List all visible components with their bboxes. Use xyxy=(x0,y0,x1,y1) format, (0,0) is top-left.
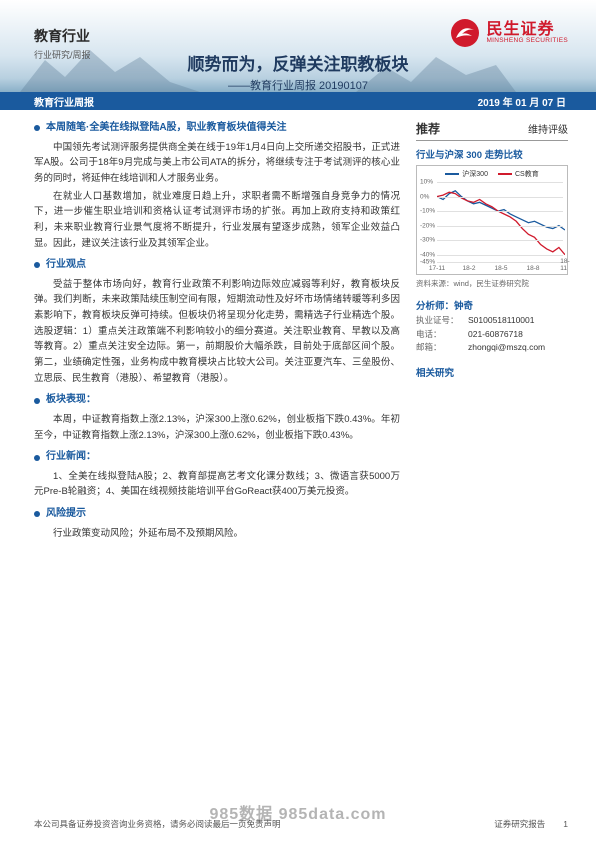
gridline xyxy=(437,240,563,241)
legend-label: 沪深300 xyxy=(462,169,488,179)
bar-right: 2019 年 01 月 07 日 xyxy=(478,94,566,109)
footer-report-type: 证券研究报告 xyxy=(494,818,545,830)
x-tick-label: 18-8 xyxy=(526,265,539,272)
section-header: 本周随笔·全美在线拟登陆A股，职业教育板块值得关注 xyxy=(34,120,400,137)
chart-source: 资料来源：wind，民生证券研究院 xyxy=(416,278,568,289)
footer-disclaimer: 本公司具备证券投资咨询业务资格，请务必阅读最后一页免责声明 xyxy=(34,818,281,830)
chart-legend: 沪深300 CS教育 xyxy=(417,166,567,179)
reco-value: 维持评级 xyxy=(528,121,568,136)
section-title: 行业观点 xyxy=(46,257,86,274)
title-block: 顺势而为，反弹关注职教板块 ——教育行业周报 20190107 xyxy=(0,50,596,92)
section-header: 风险提示 xyxy=(34,506,400,523)
section-bar: 教育行业周报 2019 年 01 月 07 日 xyxy=(0,92,596,110)
chart-svg xyxy=(437,182,565,262)
analyst-field-label: 邮箱： xyxy=(416,341,468,355)
industry-label: 教育行业 xyxy=(34,26,91,46)
banner: 教育行业 行业研究/周报 民生证券 MINSHENG SECURITIES 顺势… xyxy=(0,0,596,92)
reco-label: 推荐 xyxy=(416,120,440,137)
chart-line xyxy=(437,192,565,255)
analyst-field-label: 执业证号： xyxy=(416,314,468,328)
x-tick-label: 17-11 xyxy=(429,265,445,272)
gridline xyxy=(437,211,563,212)
logo-text-en: MINSHENG SECURITIES xyxy=(486,38,568,45)
gridline xyxy=(437,255,563,256)
section-title: 本周随笔·全美在线拟登陆A股，职业教育板块值得关注 xyxy=(46,120,287,137)
bullet-icon xyxy=(34,455,40,461)
content-area: 本周随笔·全美在线拟登陆A股，职业教育板块值得关注中国领先考试测评服务提供商全美… xyxy=(0,110,596,543)
y-tick-label: 10% xyxy=(420,179,433,186)
analyst-row: 执业证号：S0100518110001 xyxy=(416,314,568,328)
y-tick-label: -30% xyxy=(420,237,435,244)
page-footer: 本公司具备证券投资咨询业务资格，请务必阅读最后一页免责声明 证券研究报告 1 xyxy=(34,818,568,830)
y-tick-label: -10% xyxy=(420,208,435,215)
legend-item: CS教育 xyxy=(498,169,539,179)
company-logo: 民生证券 MINSHENG SECURITIES xyxy=(450,18,568,48)
section-title: 风险提示 xyxy=(46,506,86,523)
comparison-chart: 沪深300CS教育 10%0%-10%-20%-30%-40%-45%17-11… xyxy=(416,165,568,275)
gridline xyxy=(437,226,563,227)
gridline xyxy=(437,262,563,263)
related-research-title: 相关研究 xyxy=(416,365,568,379)
legend-swatch xyxy=(498,173,512,175)
section-title: 行业新闻： xyxy=(46,449,96,466)
analyst-field-value: 021-60876718 xyxy=(468,328,523,342)
footer-page-number: 1 xyxy=(563,819,568,829)
analyst-row: 电话：021-60876718 xyxy=(416,328,568,342)
gridline xyxy=(437,197,563,198)
logo-icon xyxy=(450,18,480,48)
left-column: 本周随笔·全美在线拟登陆A股，职业教育板块值得关注中国领先考试测评服务提供商全美… xyxy=(34,120,400,543)
paragraph: 中国领先考试测评服务提供商全美在线于19年1月4日向上交所递交招股书，正式进军A… xyxy=(34,140,400,187)
chart-plot-area xyxy=(437,182,563,260)
analyst-row: 邮箱：zhongqi@mszq.com xyxy=(416,341,568,355)
paragraph: 行业政策变动风险；外延布局不及预期风险。 xyxy=(34,526,400,542)
section-header: 行业观点 xyxy=(34,257,400,274)
bullet-icon xyxy=(34,262,40,268)
section-header: 板块表现： xyxy=(34,392,400,409)
paragraph: 本周，中证教育指数上涨2.13%，沪深300上涨0.62%，创业板指下跌0.43… xyxy=(34,412,400,443)
analyst-name: 分析师：钟奇 xyxy=(416,299,568,314)
y-tick-label: -40% xyxy=(420,251,435,258)
x-tick-label: 18-5 xyxy=(494,265,507,272)
bullet-icon xyxy=(34,125,40,131)
bullet-icon xyxy=(34,511,40,517)
paragraph: 受益于整体市场向好，教育行业政策不利影响边际效应减弱等利好，教育板块反弹。我们判… xyxy=(34,277,400,387)
x-tick-label: 18-11 xyxy=(560,258,569,272)
chart-title: 行业与沪深 300 走势比较 xyxy=(416,147,568,161)
section-header: 行业新闻： xyxy=(34,449,400,466)
logo-text-cn: 民生证券 xyxy=(486,22,568,38)
gridline xyxy=(437,182,563,183)
paragraph: 1、全美在线拟登陆A股；2、教育部提高艺考文化课分数线；3、微语言获5000万元… xyxy=(34,469,400,500)
analyst-block: 分析师：钟奇 执业证号：S0100518110001电话：021-6087671… xyxy=(416,299,568,355)
legend-swatch xyxy=(445,173,459,175)
x-tick-label: 18-2 xyxy=(462,265,475,272)
legend-label: CS教育 xyxy=(515,169,539,179)
sub-title: ——教育行业周报 20190107 xyxy=(0,77,596,92)
analyst-field-value: zhongqi@mszq.com xyxy=(468,341,545,355)
right-column: 推荐 维持评级 行业与沪深 300 走势比较 沪深300 CS教育 10% 0% -1… xyxy=(416,120,568,543)
section-title: 板块表现： xyxy=(46,392,96,409)
y-tick-label: -20% xyxy=(420,222,435,229)
y-tick-label: 0% xyxy=(420,193,429,200)
bar-left: 教育行业周报 xyxy=(34,94,94,109)
paragraph: 在就业人口基数增加，就业难度日趋上升，求职者需不断增强自身竞争力的情况下，进一步… xyxy=(34,189,400,252)
analyst-field-value: S0100518110001 xyxy=(468,314,535,328)
bullet-icon xyxy=(34,398,40,404)
recommendation-row: 推荐 维持评级 xyxy=(416,120,568,141)
legend-item: 沪深300 xyxy=(445,169,488,179)
analyst-field-label: 电话： xyxy=(416,328,468,342)
main-title: 顺势而为，反弹关注职教板块 xyxy=(0,50,596,75)
